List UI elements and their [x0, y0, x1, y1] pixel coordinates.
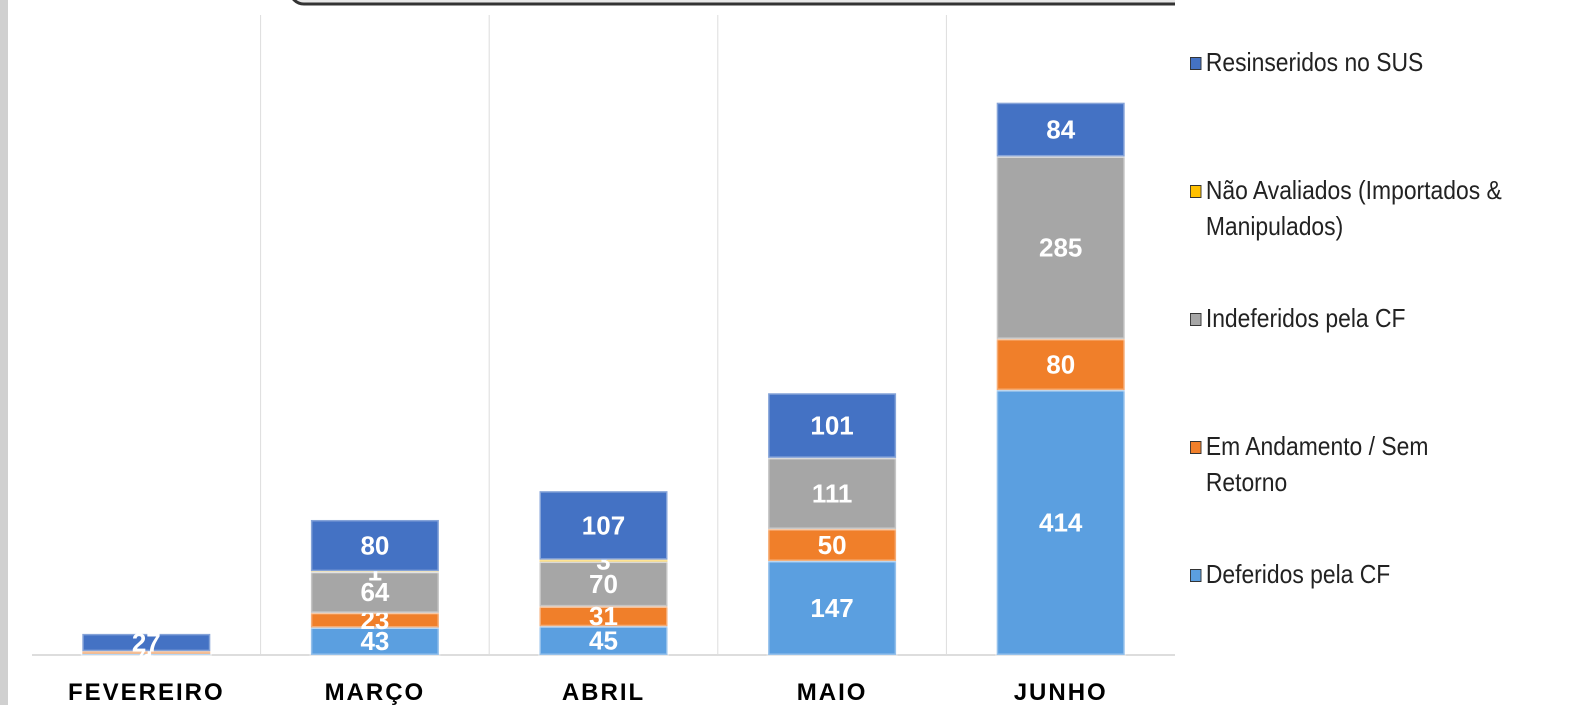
data-label: 70	[589, 569, 618, 599]
data-label: 45	[589, 625, 618, 655]
legend-item: Indeferidos pela CF	[1190, 300, 1516, 336]
left-border	[0, 0, 8, 705]
bar-segment	[995, 388, 1127, 657]
bar-segment	[766, 456, 898, 531]
legend-label: Em Andamento / Sem Retorno	[1205, 431, 1429, 497]
data-label: 101	[810, 410, 853, 440]
legend-item: Não Avaliados (Importados & Manipulados)	[1190, 172, 1516, 244]
bar-segment	[309, 518, 441, 573]
data-label: 50	[818, 530, 847, 560]
data-label: 27	[132, 627, 161, 657]
legend-label: Indeferidos pela CF	[1205, 303, 1406, 333]
data-label: 111	[812, 478, 853, 508]
data-label: 43	[360, 626, 389, 656]
legend-swatch	[1190, 57, 1202, 70]
legend-item: Em Andamento / Sem Retorno	[1190, 428, 1516, 500]
data-label: 414	[1039, 507, 1083, 537]
x-tick-label: MARÇO	[325, 679, 426, 705]
legend-swatch	[1190, 441, 1202, 454]
bar-segment	[766, 527, 898, 563]
legend-label: Não Avaliados (Importados & Manipulados)	[1205, 175, 1502, 241]
bar-segment	[538, 489, 669, 562]
x-tick-label: JUNHO	[1014, 679, 1108, 705]
legend-item: Deferidos pela CF	[1190, 556, 1516, 592]
bar-segment	[309, 625, 441, 657]
data-label: 80	[360, 530, 389, 560]
bar-segment	[995, 337, 1127, 392]
bar-segment	[309, 570, 441, 615]
title-box	[292, 0, 1175, 6]
data-label: 285	[1039, 233, 1082, 263]
legend-swatch	[1190, 569, 1202, 582]
x-tick-label: ABRIL	[562, 679, 645, 705]
bar-segment	[80, 632, 212, 653]
bar-segment	[995, 101, 1127, 158]
data-label: 80	[1046, 349, 1075, 379]
legend-item: Resinseridos no SUS	[1190, 44, 1516, 80]
bar-segment	[766, 391, 898, 460]
x-tick-label: FEVEREIRO	[68, 679, 225, 705]
legend-label: Resinseridos no SUS	[1205, 47, 1424, 77]
data-label: 147	[810, 593, 853, 623]
data-label: 64	[360, 577, 389, 607]
legend-swatch	[1190, 313, 1202, 326]
legend-swatch	[1190, 185, 1202, 198]
data-label: 107	[582, 510, 625, 540]
x-tick-label: MAIO	[797, 679, 868, 705]
chart: FEVEREIRO2427MARÇO432364180ABRIL45317031…	[0, 0, 1175, 705]
bar-segment	[766, 559, 898, 657]
legend-label: Deferidos pela CF	[1205, 559, 1391, 589]
bar-segment	[995, 154, 1127, 341]
data-label: 84	[1046, 114, 1075, 144]
